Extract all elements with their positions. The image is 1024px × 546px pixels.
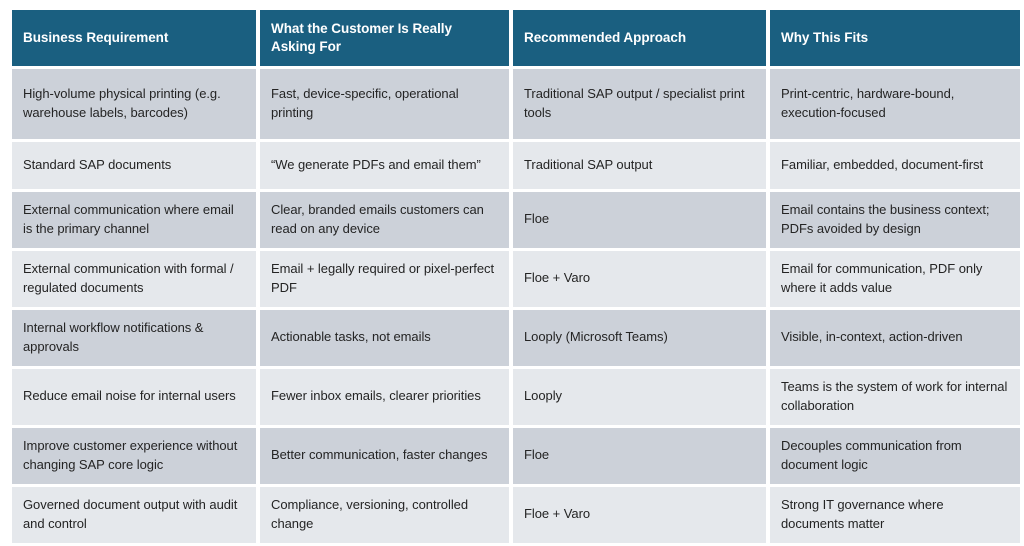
cell-business-requirement: Governed document output with audit and … xyxy=(12,487,256,544)
table-row: Internal workflow notifications & approv… xyxy=(12,310,1020,367)
cell-recommended-approach: Looply xyxy=(513,369,766,426)
cell-why-this-fits: Teams is the system of work for internal… xyxy=(770,369,1020,426)
cell-business-requirement: Standard SAP documents xyxy=(12,142,256,190)
cell-recommended-approach: Looply (Microsoft Teams) xyxy=(513,310,766,367)
column-header-recommended-approach: Recommended Approach xyxy=(513,10,766,67)
cell-recommended-approach: Floe xyxy=(513,192,766,249)
cell-customer-asking: Fast, device-specific, operational print… xyxy=(260,69,509,140)
cell-recommended-approach: Floe + Varo xyxy=(513,251,766,308)
table-body: High-volume physical printing (e.g. ware… xyxy=(12,69,1020,544)
cell-business-requirement: Internal workflow notifications & approv… xyxy=(12,310,256,367)
cell-customer-asking: Email + legally required or pixel-perfec… xyxy=(260,251,509,308)
cell-why-this-fits: Familiar, embedded, document-first xyxy=(770,142,1020,190)
table-row: Improve customer experience without chan… xyxy=(12,428,1020,485)
cell-customer-asking: Compliance, versioning, controlled chang… xyxy=(260,487,509,544)
cell-recommended-approach: Floe xyxy=(513,428,766,485)
cell-why-this-fits: Visible, in-context, action-driven xyxy=(770,310,1020,367)
cell-business-requirement: Reduce email noise for internal users xyxy=(12,369,256,426)
table-row: External communication with formal / reg… xyxy=(12,251,1020,308)
cell-why-this-fits: Email contains the business context; PDF… xyxy=(770,192,1020,249)
table-row: External communication where email is th… xyxy=(12,192,1020,249)
cell-customer-asking: Fewer inbox emails, clearer priorities xyxy=(260,369,509,426)
table-row: High-volume physical printing (e.g. ware… xyxy=(12,69,1020,140)
cell-why-this-fits: Decouples communication from document lo… xyxy=(770,428,1020,485)
page-canvas: Business Requirement What the Customer I… xyxy=(12,10,1020,544)
cell-why-this-fits: Print-centric, hardware-bound, execution… xyxy=(770,69,1020,140)
table-row: Standard SAP documents “We generate PDFs … xyxy=(12,142,1020,190)
cell-recommended-approach: Traditional SAP output xyxy=(513,142,766,190)
column-header-why-this-fits: Why This Fits xyxy=(770,10,1020,67)
cell-recommended-approach: Floe + Varo xyxy=(513,487,766,544)
cell-business-requirement: Improve customer experience without chan… xyxy=(12,428,256,485)
table-row: Reduce email noise for internal users Few… xyxy=(12,369,1020,426)
cell-customer-asking: “We generate PDFs and email them” xyxy=(260,142,509,190)
cell-customer-asking: Better communication, faster changes xyxy=(260,428,509,485)
table-row: Governed document output with audit and … xyxy=(12,487,1020,544)
cell-recommended-approach: Traditional SAP output / specialist prin… xyxy=(513,69,766,140)
column-header-customer-asking: What the Customer Is Really Asking For xyxy=(260,10,509,67)
cell-why-this-fits: Email for communication, PDF only where … xyxy=(770,251,1020,308)
column-header-business-requirement: Business Requirement xyxy=(12,10,256,67)
table-header-row: Business Requirement What the Customer I… xyxy=(12,10,1020,67)
table-header: Business Requirement What the Customer I… xyxy=(12,10,1020,67)
cell-customer-asking: Actionable tasks, not emails xyxy=(260,310,509,367)
cell-business-requirement: External communication where email is th… xyxy=(12,192,256,249)
cell-customer-asking: Clear, branded emails customers can read… xyxy=(260,192,509,249)
cell-why-this-fits: Strong IT governance where documents mat… xyxy=(770,487,1020,544)
cell-business-requirement: High-volume physical printing (e.g. ware… xyxy=(12,69,256,140)
cell-business-requirement: External communication with formal / reg… xyxy=(12,251,256,308)
business-requirement-table: Business Requirement What the Customer I… xyxy=(8,7,1024,546)
